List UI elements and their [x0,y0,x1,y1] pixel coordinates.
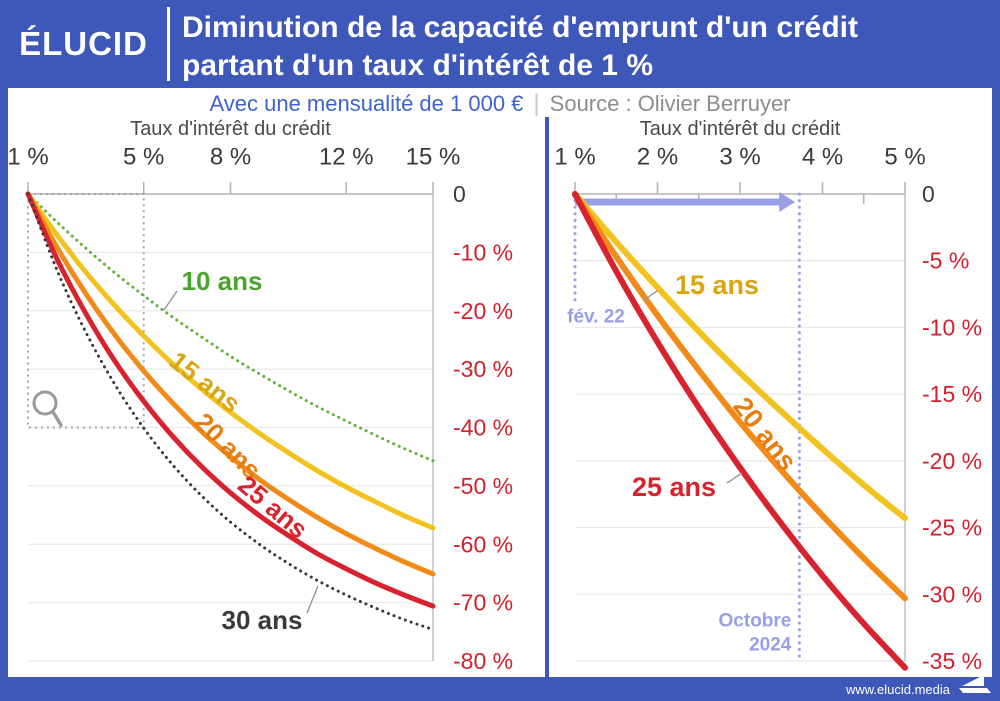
flag-base [959,688,991,693]
page-title-line-1: Diminution de la capacité d'emprunt d'un… [182,11,859,44]
curve-30-ans [26,192,435,631]
end-date-label-line1: Octobre [719,611,792,632]
chart-overview-title: Taux d'intérêt du crédit [130,117,331,140]
magnifier-icon [32,390,58,416]
x-axis-label: 5 % [884,144,925,171]
curve-label-15-ans: 15 ans [675,270,759,300]
end-date-label-line2: 2024 [749,635,792,656]
label-connector-15-ans [643,290,658,301]
curve-label-30-ans: 30 ans [222,605,303,635]
content-area: Avec une mensualité de 1 000 € | Source … [8,88,992,677]
y-axis-label: -10 % [922,314,982,340]
y-axis-label: -35 % [922,648,982,674]
curve-20-ans [572,191,908,602]
y-axis-label: -40 % [453,415,513,441]
start-date-label: fév. 22 [567,307,625,328]
chart-zoom-title: Taux d'intérêt du crédit [639,117,841,140]
header: ÉLUCID Diminution de la capacité d'empru… [0,0,1000,88]
subtitle-separator: | [533,89,540,117]
x-axis-label: 2 % [637,144,678,171]
chart-overview-block: Taux d'intérêt du crédit 0 -10 % -20 % -30 … [8,117,545,677]
x-axis-label: 15 % [406,144,461,171]
label-connector-30-ans [306,585,319,614]
y-axis-label: -50 % [453,473,513,499]
footer: www.elucid.media [0,675,1000,701]
x-axis-label: 1 % [8,144,49,171]
curve-label-10-ans: 10 ans [182,266,263,296]
rate-rise-arrow-head [779,192,796,212]
x-axis-label: 5 % [123,144,164,171]
chart-zoom-canvas: 0 -5 % -10 % -15 % -20 % -25 % -30 % -35 % 1 % 2 … [554,144,982,675]
y-axis-label: -70 % [453,590,513,616]
page-title: Diminution de la capacité d'emprunt d'un… [170,0,858,88]
y-axis-label: 0 [453,181,466,207]
flag-sail [962,675,984,686]
elucid-flag-icon [959,675,991,693]
chart-overview-canvas: 0 -10 % -20 % -30 % -40 % -50 % -60 % -70 % -80 … [8,144,513,675]
y-axis-label: -20 % [922,448,982,474]
x-axis-label: 3 % [719,144,760,171]
curve-25-ans [572,191,908,671]
y-axis-label: -15 % [922,381,982,407]
y-axis-label: -5 % [922,248,969,274]
charts-divider [545,117,549,677]
y-axis-label: 0 [922,181,935,207]
subtitle-highlight: Avec une mensualité de 1 000 € [209,90,524,116]
label-connector-25-ans [726,472,743,484]
curve-15-ans [25,191,436,531]
x-axis-label: 8 % [210,144,251,171]
x-axis-label: 1 % [554,144,595,171]
x-axis-label: 4 % [802,144,843,171]
chart-zoom-block: Taux d'intérêt du crédit 0 -5 % -10 % -15 %… [549,117,990,677]
curve-20-ans [25,191,436,577]
footer-url[interactable]: www.elucid.media [845,681,950,697]
elucid-logo: ÉLUCID [19,25,148,62]
subtitle-row: Avec une mensualité de 1 000 € | Source … [8,88,992,117]
y-axis-label: -25 % [922,515,982,541]
y-axis-label: -60 % [453,531,513,557]
label-connector-10-ans [163,290,178,311]
magnifier-icon-handle [51,410,63,427]
subtitle-source: Source : Olivier Berruyer [549,90,791,116]
curve-25-ans [25,191,436,609]
y-axis-label: -10 % [453,239,513,265]
y-axis-label: -80 % [453,648,513,674]
page-title-line-2: partant d'un taux d'intérêt de 1 % [182,49,653,83]
y-axis-label: -20 % [453,298,513,324]
header-divider [167,7,170,81]
curve-15-ans [572,191,908,522]
charts-row: Taux d'intérêt du crédit 0 -10 % -20 % -30 … [8,117,992,677]
x-axis-label: 12 % [319,144,374,171]
curve-10-ans [26,192,435,463]
curve-label-25-ans: 25 ans [632,472,716,502]
y-axis-label: -30 % [453,356,513,382]
y-axis-label: -30 % [922,581,982,607]
